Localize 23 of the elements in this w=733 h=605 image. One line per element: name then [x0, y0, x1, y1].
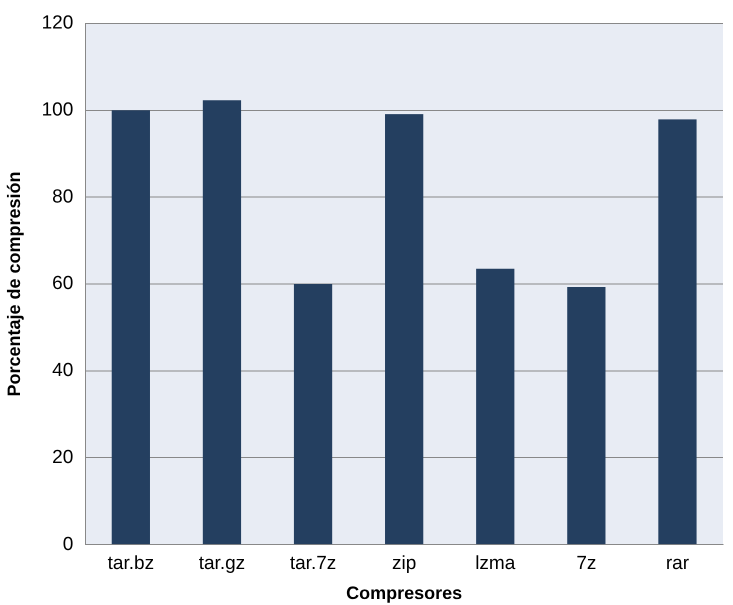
y-tick-label: 0 — [62, 534, 74, 555]
y-tick-label: 80 — [52, 186, 74, 208]
bar — [202, 100, 242, 544]
x-tick-label: rar — [666, 553, 690, 574]
x-tick-label: zip — [392, 553, 416, 574]
bar — [658, 119, 697, 544]
bar — [567, 287, 606, 544]
y-tick-label: 100 — [42, 100, 74, 120]
bar — [294, 284, 332, 544]
y-tick-label: 120 — [42, 12, 74, 34]
y-tick-label: 40 — [52, 360, 74, 382]
bar — [385, 114, 424, 544]
x-tick-label: tar.7z — [290, 553, 336, 574]
x-tick-label: tar.gz — [198, 553, 246, 574]
x-tick-label: tar.bz — [108, 553, 154, 574]
x-tick-label: lzma — [475, 553, 516, 574]
x-tick-label: 7z — [576, 553, 596, 574]
y-tick-label: 20 — [52, 446, 74, 468]
x-axis-title: Compresores — [346, 583, 462, 604]
y-tick-label: 60 — [52, 273, 74, 294]
bar — [112, 110, 150, 544]
y-axis-title: Porcentaje de compresión — [4, 171, 24, 397]
bar — [476, 268, 514, 544]
